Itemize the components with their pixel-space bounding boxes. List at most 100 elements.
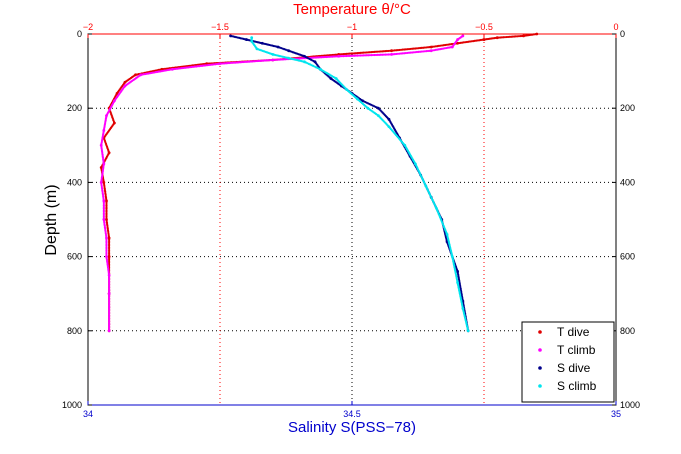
data-marker bbox=[108, 263, 111, 266]
data-marker bbox=[312, 56, 315, 59]
data-marker bbox=[108, 258, 111, 261]
data-marker bbox=[329, 53, 333, 57]
data-marker bbox=[108, 277, 111, 280]
legend-marker bbox=[538, 366, 542, 370]
data-marker bbox=[353, 54, 356, 57]
data-marker bbox=[393, 53, 396, 56]
data-marker bbox=[105, 212, 108, 215]
data-marker bbox=[102, 207, 105, 210]
data-marker bbox=[108, 261, 111, 264]
data-marker bbox=[105, 249, 108, 252]
data-marker bbox=[102, 215, 105, 218]
data-marker bbox=[356, 54, 359, 57]
y-tick-label-right: 0 bbox=[620, 29, 625, 39]
data-marker bbox=[393, 49, 396, 52]
data-marker bbox=[367, 54, 370, 57]
y-tick-label: 800 bbox=[67, 326, 82, 336]
data-marker bbox=[102, 210, 105, 213]
data-marker bbox=[279, 58, 282, 61]
data-marker bbox=[108, 318, 111, 322]
y-tick-label: 400 bbox=[67, 177, 82, 187]
data-marker bbox=[108, 241, 111, 244]
data-marker bbox=[368, 54, 371, 57]
data-marker bbox=[351, 54, 354, 57]
data-marker bbox=[108, 252, 111, 255]
data-marker bbox=[310, 56, 314, 59]
data-marker bbox=[336, 53, 339, 56]
data-marker bbox=[334, 55, 337, 58]
grid-lines bbox=[88, 34, 616, 405]
data-marker bbox=[395, 49, 398, 52]
data-marker bbox=[423, 50, 426, 53]
data-marker bbox=[401, 48, 404, 51]
data-marker bbox=[376, 53, 379, 56]
data-marker bbox=[371, 53, 375, 57]
data-marker bbox=[400, 48, 403, 51]
data-marker bbox=[108, 278, 111, 281]
data-marker bbox=[332, 55, 336, 58]
data-marker bbox=[108, 238, 111, 241]
data-marker bbox=[301, 57, 304, 60]
data-marker bbox=[407, 51, 411, 54]
data-marker bbox=[102, 204, 105, 207]
data-marker bbox=[108, 244, 111, 247]
data-marker bbox=[105, 209, 108, 212]
data-marker bbox=[329, 55, 333, 58]
data-marker bbox=[370, 54, 373, 57]
data-marker bbox=[108, 294, 111, 297]
y-tick-label-right: 1000 bbox=[620, 400, 640, 410]
data-marker bbox=[343, 54, 347, 58]
legend-label: S climb bbox=[557, 379, 597, 393]
data-marker bbox=[345, 54, 348, 58]
data-marker bbox=[379, 53, 382, 56]
data-marker bbox=[348, 54, 351, 57]
data-marker bbox=[401, 52, 404, 55]
data-marker bbox=[105, 215, 108, 218]
data-marker bbox=[354, 54, 357, 57]
data-marker bbox=[105, 210, 108, 213]
data-marker bbox=[108, 275, 111, 278]
data-marker bbox=[105, 207, 108, 210]
data-marker bbox=[422, 50, 425, 53]
data-marker bbox=[420, 50, 423, 53]
data-marker bbox=[362, 54, 365, 57]
data-marker bbox=[102, 206, 105, 209]
data-marker bbox=[108, 298, 111, 301]
y-tick-label-right: 800 bbox=[620, 326, 635, 336]
data-marker bbox=[108, 314, 111, 317]
legend-marker bbox=[538, 348, 542, 352]
data-marker bbox=[426, 49, 430, 53]
data-marker bbox=[425, 46, 428, 49]
data-marker bbox=[384, 53, 387, 56]
data-marker bbox=[403, 48, 406, 51]
data-marker bbox=[411, 47, 414, 50]
data-marker bbox=[298, 57, 301, 60]
data-marker bbox=[108, 312, 111, 315]
data-marker bbox=[108, 300, 111, 303]
data-marker bbox=[108, 281, 111, 284]
data-marker bbox=[426, 46, 430, 49]
data-marker bbox=[359, 54, 362, 57]
data-marker bbox=[420, 46, 423, 49]
data-points bbox=[99, 32, 539, 333]
data-marker bbox=[409, 47, 412, 51]
data-marker bbox=[315, 56, 318, 59]
top-tick-label: −0.5 bbox=[475, 22, 493, 32]
data-marker bbox=[347, 54, 350, 58]
legend-label: T climb bbox=[557, 343, 596, 357]
data-marker bbox=[398, 48, 401, 52]
data-marker bbox=[419, 50, 422, 53]
data-marker bbox=[282, 58, 285, 61]
data-marker bbox=[108, 295, 111, 298]
data-marker bbox=[382, 53, 385, 56]
data-marker bbox=[398, 52, 401, 55]
legend-marker bbox=[538, 330, 542, 334]
data-marker bbox=[108, 287, 111, 291]
data-marker bbox=[404, 51, 407, 55]
data-marker bbox=[378, 53, 381, 56]
data-marker bbox=[409, 51, 412, 54]
top-axis-title: Temperature θ/°C bbox=[293, 1, 411, 18]
data-marker bbox=[412, 51, 415, 54]
data-marker bbox=[388, 53, 392, 56]
